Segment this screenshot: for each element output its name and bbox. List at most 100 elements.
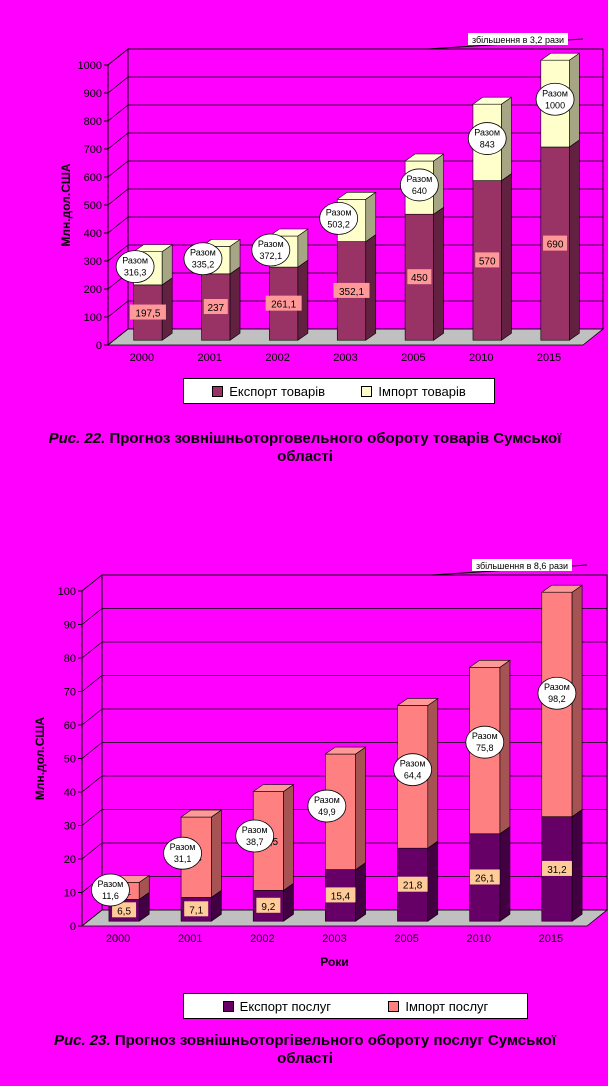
services-xtick-label: 2001 bbox=[178, 933, 202, 945]
goods-xtick-label: 2010 bbox=[469, 352, 493, 364]
goods-total-bubble bbox=[319, 201, 359, 235]
services-total-bubble bbox=[91, 873, 130, 907]
services-bar-side bbox=[499, 826, 511, 922]
services-ytick-label: 50 bbox=[64, 754, 76, 766]
services-ytick-label: 60 bbox=[64, 720, 76, 732]
goods-y-label: Млн.дол.США bbox=[59, 163, 73, 247]
services-legend-import: Імпорт послуг bbox=[388, 999, 488, 1014]
services-export-value-label: 9,2 bbox=[261, 902, 275, 913]
goods-ytick-label: 600 bbox=[84, 172, 102, 184]
services-xtick-label: 2005 bbox=[394, 933, 418, 945]
services-ytick-label: 40 bbox=[64, 787, 76, 799]
goods-total-caption: Разом bbox=[122, 256, 148, 266]
services-total-value: 11,6 bbox=[102, 891, 119, 901]
services-ytick-label: 10 bbox=[64, 888, 76, 900]
goods-bar-top bbox=[336, 192, 377, 200]
services-legend-export: Експорт послуг bbox=[222, 999, 331, 1014]
goods-total-value: 843 bbox=[480, 140, 495, 150]
goods-legend-export: Експорт товарів bbox=[212, 384, 325, 399]
goods-export-value-label: 450 bbox=[411, 273, 428, 284]
goods-bar-side bbox=[569, 139, 580, 341]
goods-bar-side bbox=[501, 173, 512, 341]
goods-gridline bbox=[107, 216, 603, 234]
goods-total-value: 335,2 bbox=[192, 260, 215, 270]
services-bar-side bbox=[427, 840, 439, 922]
services-export-label-bg bbox=[325, 887, 356, 903]
services-total-caption: Разом bbox=[170, 842, 196, 852]
services-total-bubble bbox=[235, 819, 275, 853]
services-ytick-label: 80 bbox=[64, 653, 76, 665]
goods-export-label-bg bbox=[129, 304, 166, 320]
services-legend: Експорт послуг Імпорт послуг bbox=[183, 993, 528, 1019]
services-export-label-bg bbox=[184, 901, 209, 917]
goods-total-caption: Разом bbox=[190, 248, 216, 258]
services-total-value: 75,8 bbox=[476, 743, 494, 753]
goods-gridline bbox=[107, 244, 603, 262]
services-export-value-label: 21,8 bbox=[403, 881, 423, 892]
goods-bar-top bbox=[472, 96, 513, 105]
services-legend-export-swatch bbox=[222, 1000, 234, 1012]
services-gridline bbox=[81, 809, 607, 826]
services-gridline bbox=[81, 675, 607, 692]
goods-export-value-label: 352,1 bbox=[339, 287, 364, 298]
goods-gridline bbox=[107, 48, 603, 66]
services-export-label-bg bbox=[541, 860, 572, 876]
services-ytick-label: 90 bbox=[64, 620, 76, 632]
services-legend-import-swatch bbox=[388, 1000, 400, 1012]
services-total-value: 38,7 bbox=[246, 837, 264, 847]
goods-total-value: 1000 bbox=[545, 100, 565, 110]
goods-ytick-label: 1000 bbox=[78, 60, 102, 72]
services-xtick-label: 2015 bbox=[539, 933, 563, 945]
services-total-value: 49,9 bbox=[318, 807, 336, 817]
services-bar-top bbox=[252, 784, 295, 792]
services-growth-label-bg bbox=[472, 559, 572, 571]
services-bar-side bbox=[355, 746, 366, 871]
goods-growth-label-bg bbox=[468, 33, 568, 45]
goods-total-value: 372,1 bbox=[260, 251, 283, 261]
services-ytick-label: 70 bbox=[64, 687, 76, 699]
services-bar-side bbox=[355, 862, 366, 922]
services-caption-prefix: Рис. 23. bbox=[53, 1032, 111, 1049]
goods-legend: Експорт товарів Імпорт товарів bbox=[183, 378, 495, 404]
services-total-value: 31,1 bbox=[174, 854, 192, 864]
goods-gridline bbox=[107, 300, 603, 318]
services-total-bubble bbox=[465, 725, 505, 759]
services-gridline bbox=[81, 909, 607, 927]
services-export-label-bg bbox=[397, 876, 428, 892]
goods-export-value-label: 261,1 bbox=[271, 300, 296, 311]
services-total-bubble bbox=[393, 753, 433, 787]
services-export-value-label: 31,2 bbox=[547, 865, 567, 876]
goods-export-value-label: 237 bbox=[207, 303, 224, 314]
services-xtick-label: 2003 bbox=[322, 933, 346, 945]
goods-export-value-label: 570 bbox=[479, 256, 496, 267]
services-bar-top bbox=[180, 809, 223, 818]
goods-total-bubble bbox=[183, 242, 223, 276]
goods-bar-side bbox=[433, 206, 444, 341]
goods-total-bubble bbox=[467, 122, 507, 155]
services-x-label: Роки bbox=[320, 955, 348, 969]
goods-total-bubble bbox=[535, 82, 575, 116]
goods-ytick-label: 500 bbox=[84, 200, 102, 212]
services-growth-label: збільшення в 8,6 рази bbox=[476, 561, 568, 571]
goods-total-caption: Разом bbox=[326, 207, 352, 217]
services-ytick-label: 100 bbox=[58, 586, 76, 598]
goods-chart: 0 100 200 300 400 500 600 700 800 900 1000 Млн.дол.… bbox=[59, 33, 605, 364]
services-total-caption: Разом bbox=[400, 759, 426, 769]
services-bar-side bbox=[283, 783, 294, 891]
services-export-label-bg bbox=[112, 902, 137, 918]
goods-gridline bbox=[107, 132, 603, 150]
goods-ytick-label: 800 bbox=[84, 116, 102, 128]
services-y-label: Млн.дол.США bbox=[33, 717, 47, 801]
services-ytick-label: 20 bbox=[64, 854, 76, 866]
goods-total-value: 640 bbox=[412, 186, 427, 196]
goods-total-value: 316,3 bbox=[124, 268, 147, 278]
services-ytick-label: 0 bbox=[70, 921, 76, 933]
goods-ytick-label: 700 bbox=[84, 144, 102, 156]
services-gridline bbox=[81, 574, 607, 592]
goods-xtick-label: 2015 bbox=[537, 352, 561, 364]
goods-export-label-bg bbox=[475, 252, 500, 268]
goods-ytick-label: 300 bbox=[84, 256, 102, 268]
goods-legend-import-label: Імпорт товарів bbox=[378, 383, 466, 399]
goods-total-value: 503,2 bbox=[327, 219, 350, 229]
